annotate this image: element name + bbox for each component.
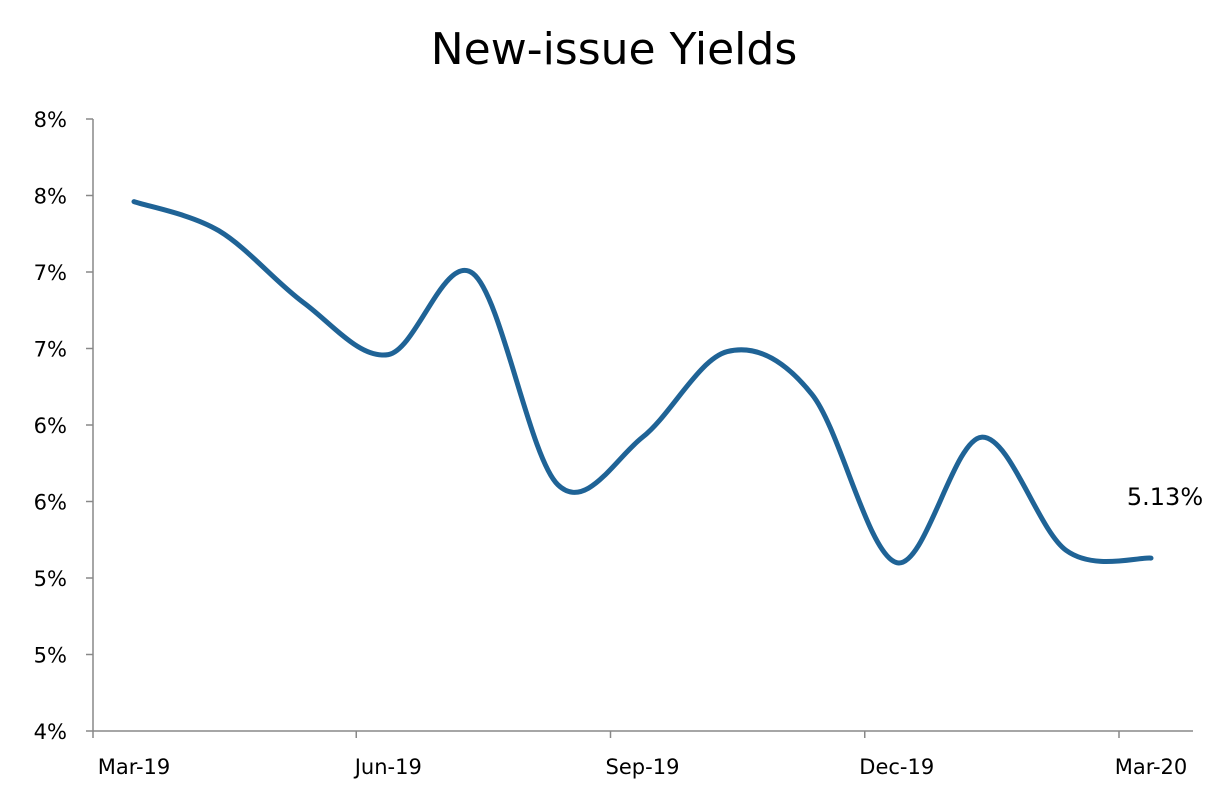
x-tick-label: Jun-19 (353, 755, 422, 779)
x-tick-label: Dec-19 (859, 755, 934, 779)
y-tick-label: 7% (34, 338, 67, 362)
y-tick-label: 5% (34, 567, 67, 591)
y-tick-label: 6% (34, 491, 67, 515)
y-tick-label: 4% (34, 720, 67, 744)
y-tick-label: 8% (34, 185, 67, 209)
x-tick-label: Sep-19 (606, 755, 680, 779)
x-tick-label: Mar-20 (1115, 755, 1188, 779)
y-tick-label: 8% (34, 108, 67, 132)
x-tick-label: Mar-19 (98, 755, 171, 779)
y-tick-label: 5% (34, 644, 67, 668)
y-tick-label: 6% (34, 414, 67, 438)
series-layer (131, 199, 1154, 566)
chart-title: New-issue Yields (431, 24, 798, 75)
axes: 4% 5% 5% 6% 6% 7% 7% 8% 8% Mar-19 Jun-19 Sep-19 Dec-… (34, 108, 1193, 779)
y-tick-label: 7% (34, 261, 67, 285)
series-line (131, 199, 1154, 566)
annotation-layer: 5.13% (1127, 483, 1203, 511)
data-label: 5.13% (1127, 483, 1203, 511)
